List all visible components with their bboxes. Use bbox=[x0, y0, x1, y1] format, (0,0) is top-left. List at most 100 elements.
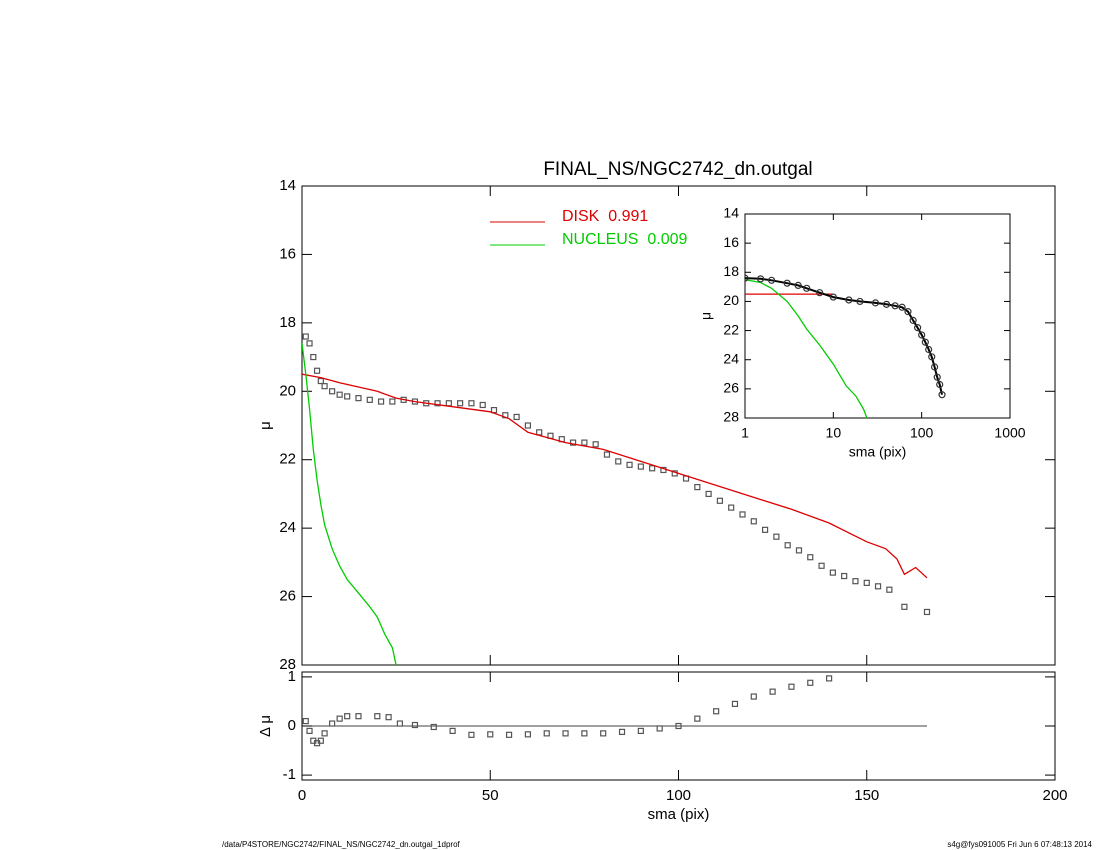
data-point bbox=[637, 463, 644, 470]
data-point bbox=[649, 465, 656, 472]
data-point bbox=[925, 345, 933, 354]
data-point bbox=[389, 398, 396, 405]
data-point bbox=[705, 490, 712, 498]
data-point bbox=[487, 731, 494, 738]
data-point bbox=[874, 583, 882, 590]
data-point bbox=[829, 569, 836, 576]
data-point bbox=[302, 333, 309, 340]
data-point bbox=[784, 542, 791, 549]
data-point bbox=[933, 373, 941, 381]
data-point bbox=[411, 721, 419, 729]
data-point bbox=[524, 422, 532, 429]
data-point bbox=[430, 723, 437, 731]
data-point bbox=[344, 393, 351, 400]
data-point bbox=[468, 400, 475, 407]
series-line bbox=[745, 277, 943, 395]
data-point bbox=[918, 331, 926, 339]
y-tick-label: 22 bbox=[279, 451, 296, 468]
data-point bbox=[457, 400, 464, 407]
plot-area bbox=[302, 675, 927, 747]
data-point bbox=[936, 380, 944, 389]
data-point bbox=[863, 579, 870, 586]
data-point bbox=[845, 296, 853, 304]
data-point bbox=[901, 603, 908, 610]
data-point bbox=[449, 727, 456, 735]
data-point bbox=[618, 728, 626, 735]
data-point bbox=[524, 731, 532, 738]
data-point bbox=[600, 730, 607, 737]
data-point bbox=[592, 441, 599, 448]
data-point bbox=[377, 398, 385, 405]
data-point bbox=[317, 737, 324, 744]
x-tick-label: 1 bbox=[741, 425, 749, 441]
data-point bbox=[795, 547, 803, 554]
data-point bbox=[505, 731, 513, 738]
data-point bbox=[914, 324, 922, 332]
plot-frame bbox=[301, 185, 1056, 666]
data-point bbox=[769, 688, 776, 695]
data-point bbox=[909, 316, 917, 324]
data-point bbox=[807, 554, 814, 561]
data-point bbox=[731, 700, 739, 708]
data-point bbox=[745, 274, 749, 282]
data-point bbox=[930, 363, 939, 371]
data-point bbox=[306, 340, 313, 347]
data-point bbox=[713, 708, 720, 715]
data-point bbox=[513, 413, 520, 421]
y-tick-label: 22 bbox=[723, 321, 739, 337]
data-point bbox=[803, 284, 811, 292]
plot-area bbox=[745, 274, 946, 419]
data-point bbox=[841, 572, 848, 580]
data-point bbox=[818, 562, 825, 569]
data-point bbox=[928, 353, 936, 361]
data-point bbox=[569, 439, 577, 446]
x-tick-label: 0 bbox=[298, 787, 306, 804]
x-tick-label: 50 bbox=[482, 787, 499, 804]
data-point bbox=[898, 303, 906, 311]
y-tick-label: 20 bbox=[723, 292, 739, 308]
data-point bbox=[739, 511, 746, 518]
series-line bbox=[745, 278, 868, 419]
data-point bbox=[306, 727, 313, 735]
data-point bbox=[788, 683, 795, 690]
data-point bbox=[728, 504, 735, 511]
data-point bbox=[825, 675, 833, 682]
data-point bbox=[321, 383, 328, 390]
data-point bbox=[773, 533, 780, 540]
data-point bbox=[543, 730, 550, 737]
x-tick-label: 150 bbox=[854, 787, 879, 804]
data-point bbox=[923, 608, 931, 616]
y-tick-label: 14 bbox=[279, 177, 296, 194]
x-tick-label: 200 bbox=[1042, 787, 1067, 804]
y-axis-label: μ bbox=[698, 312, 714, 320]
data-point bbox=[385, 714, 392, 721]
data-point bbox=[675, 722, 682, 730]
data-point bbox=[310, 353, 317, 361]
footer-right: s4g@fys091005 Fri Jun 6 07:48:13 2014 bbox=[947, 840, 1092, 849]
data-point bbox=[761, 526, 769, 533]
x-tick-label: 1000 bbox=[994, 425, 1025, 441]
data-point bbox=[336, 715, 343, 722]
y-tick-label: 20 bbox=[279, 382, 296, 399]
y-tick-label: 28 bbox=[723, 409, 739, 425]
y-tick-label: 18 bbox=[723, 263, 739, 279]
y-tick-label: 26 bbox=[279, 588, 296, 605]
data-point bbox=[871, 299, 880, 307]
data-point bbox=[344, 713, 351, 720]
data-point bbox=[479, 401, 486, 409]
y-tick-label: 18 bbox=[279, 314, 296, 331]
data-point bbox=[626, 461, 633, 468]
x-tick-label: 100 bbox=[666, 787, 691, 804]
data-point bbox=[921, 338, 929, 346]
x-axis-label: sma (pix) bbox=[849, 444, 907, 460]
data-point bbox=[615, 458, 622, 465]
y-tick-label: 16 bbox=[279, 245, 296, 262]
data-point bbox=[434, 400, 441, 407]
data-point bbox=[807, 679, 814, 686]
data-point bbox=[852, 578, 859, 585]
y-axis-label: Δ μ bbox=[257, 715, 274, 737]
data-point bbox=[468, 731, 475, 738]
y-tick-label: 1 bbox=[288, 668, 296, 685]
data-point bbox=[317, 377, 324, 385]
data-point bbox=[329, 388, 336, 395]
